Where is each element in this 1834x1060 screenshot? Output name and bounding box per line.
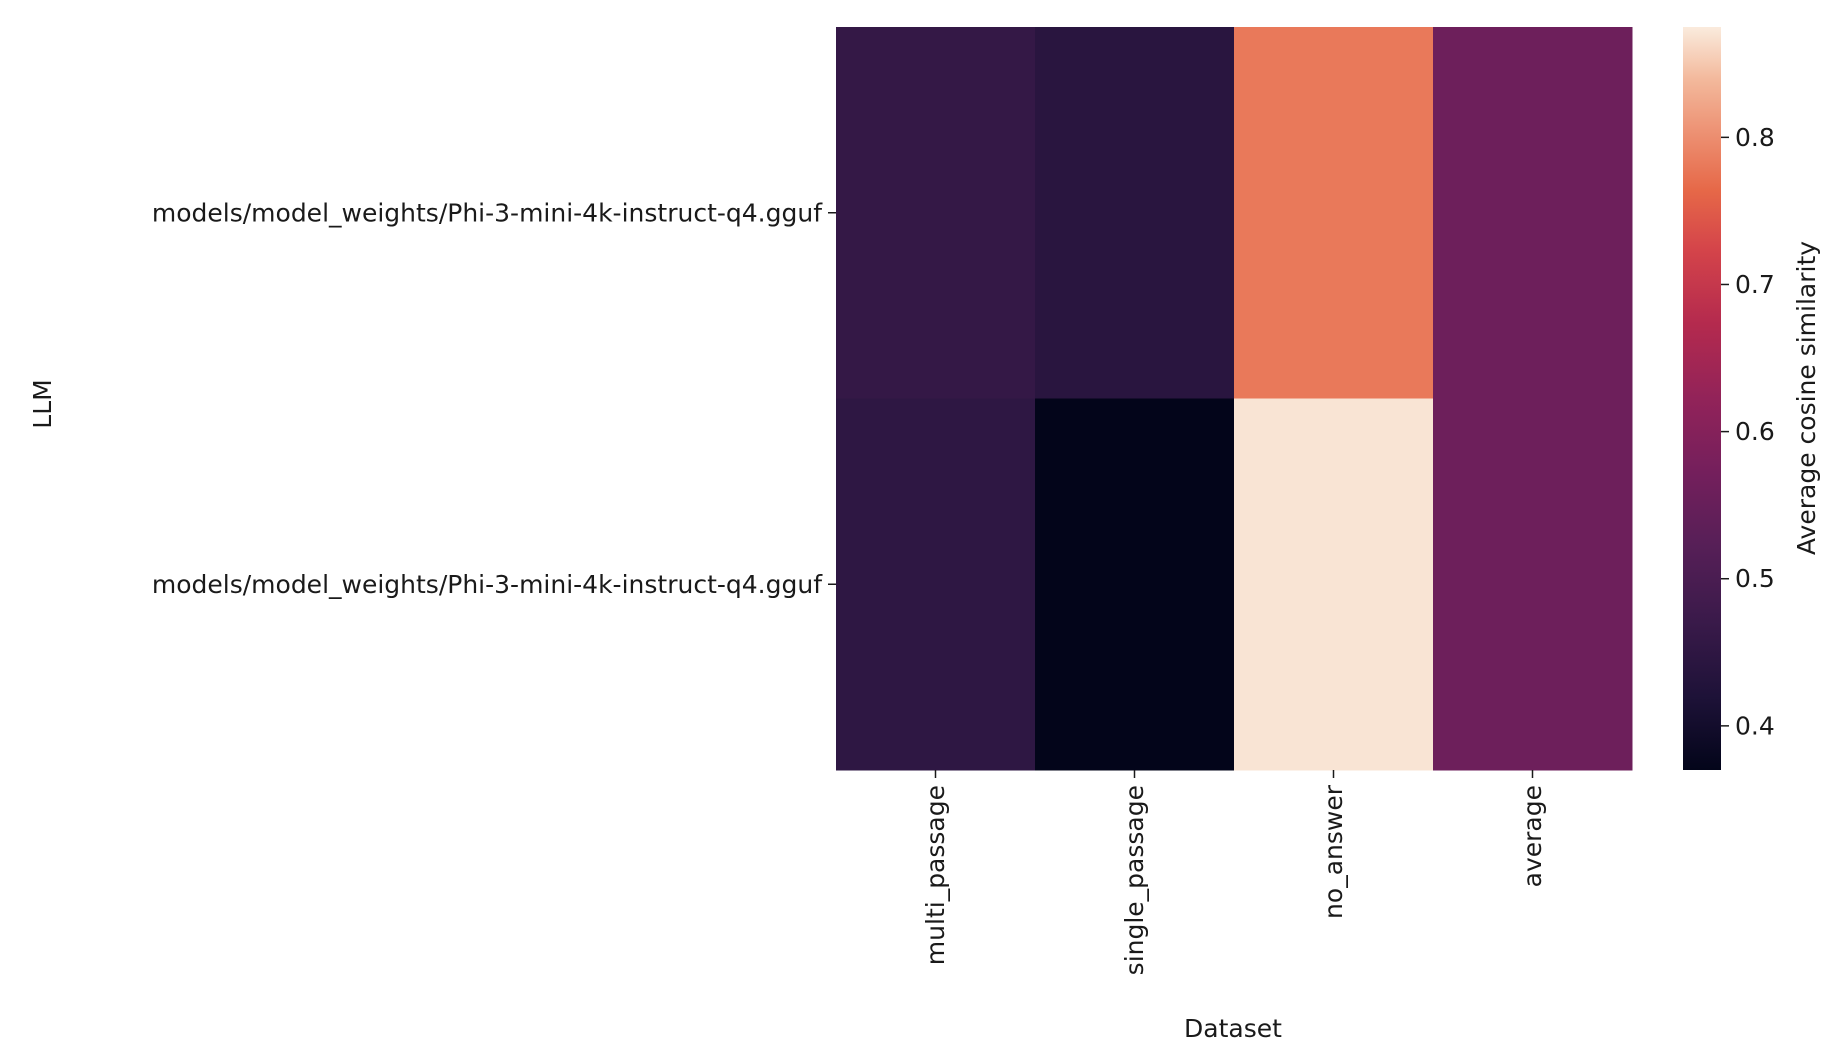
- y-tick-label: models/model_weights/Phi-3-mini-4k-instr…: [152, 570, 823, 599]
- y-tick-label: models/model_weights/Phi-3-mini-4k-instr…: [152, 198, 823, 227]
- colorbar-tick-label: 0.6: [1735, 417, 1775, 446]
- heatmap-cell-r1-c0: [836, 398, 1036, 771]
- heatmap-cells: [836, 27, 1633, 771]
- colorbar: [1683, 27, 1721, 770]
- x-axis-ticks: multi_passage single_passage no_answer aver…: [921, 770, 1547, 975]
- colorbar-ticks: 0.4 0.5 0.6 0.7 0.8: [1721, 123, 1775, 740]
- heatmap-cell-r0-c1: [1035, 27, 1235, 399]
- colorbar-tick-label: 0.8: [1735, 123, 1775, 152]
- heatmap-cell-r0-c0: [836, 27, 1036, 399]
- x-tick-label: multi_passage: [921, 785, 950, 965]
- colorbar-tick-label: 0.7: [1735, 270, 1775, 299]
- heatmap-cell-r1-c2: [1234, 398, 1434, 771]
- heatmap-cell-r1-c3: [1433, 398, 1633, 771]
- x-tick-label: no_answer: [1319, 784, 1348, 919]
- x-tick-label: average: [1518, 785, 1547, 887]
- y-axis-ticks: models/model_weights/Phi-3-mini-4k-instr…: [152, 198, 836, 599]
- heatmap-cell-r1-c1: [1035, 398, 1235, 771]
- y-axis-label: LLM: [28, 379, 57, 428]
- colorbar-label: Average cosine similarity: [1792, 241, 1821, 555]
- colorbar-tick-label: 0.5: [1735, 564, 1775, 593]
- heatmap-cell-r0-c2: [1234, 27, 1434, 399]
- heatmap-cell-r0-c3: [1433, 27, 1633, 399]
- x-axis-label: Dataset: [1184, 1014, 1282, 1043]
- colorbar-tick-label: 0.4: [1735, 711, 1775, 740]
- x-tick-label: single_passage: [1120, 785, 1149, 975]
